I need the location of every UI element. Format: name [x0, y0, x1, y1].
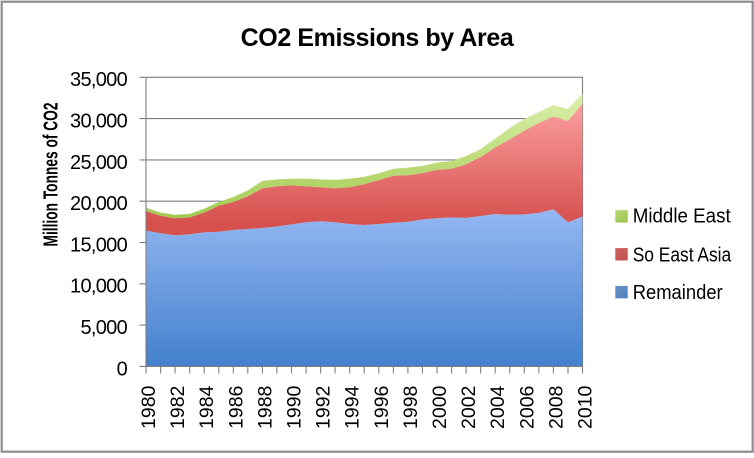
svg-text:2010: 2010 [575, 385, 597, 429]
svg-text:20,000: 20,000 [70, 193, 128, 215]
svg-text:30,000: 30,000 [70, 111, 128, 133]
svg-text:2008: 2008 [545, 386, 567, 429]
svg-text:15,000: 15,000 [70, 234, 128, 256]
svg-text:1994: 1994 [342, 385, 364, 429]
svg-text:1980: 1980 [138, 385, 160, 429]
svg-text:Middle East: Middle East [633, 205, 731, 228]
svg-text:1986: 1986 [225, 386, 247, 429]
svg-text:25,000: 25,000 [70, 152, 128, 174]
svg-text:2006: 2006 [516, 386, 538, 429]
svg-text:1982: 1982 [167, 386, 189, 429]
svg-text:35,000: 35,000 [70, 69, 128, 91]
svg-text:5,000: 5,000 [80, 317, 127, 339]
svg-text:1988: 1988 [254, 386, 276, 429]
svg-text:2000: 2000 [429, 385, 451, 429]
svg-text:1998: 1998 [400, 386, 422, 429]
svg-text:Remainder: Remainder [633, 281, 723, 304]
svg-text:10,000: 10,000 [70, 276, 128, 298]
svg-text:CO2 Emissions by Area: CO2 Emissions by Area [241, 24, 515, 52]
svg-text:1996: 1996 [371, 386, 393, 429]
svg-text:1992: 1992 [313, 386, 335, 429]
svg-text:2004: 2004 [487, 385, 509, 429]
svg-text:1990: 1990 [284, 385, 306, 429]
svg-text:So East Asia: So East Asia [633, 243, 732, 266]
svg-text:Million Tonnes of CO2: Million Tonnes of CO2 [41, 103, 63, 247]
svg-text:0: 0 [117, 358, 128, 380]
svg-text:1984: 1984 [196, 385, 218, 429]
svg-text:2002: 2002 [458, 386, 480, 429]
